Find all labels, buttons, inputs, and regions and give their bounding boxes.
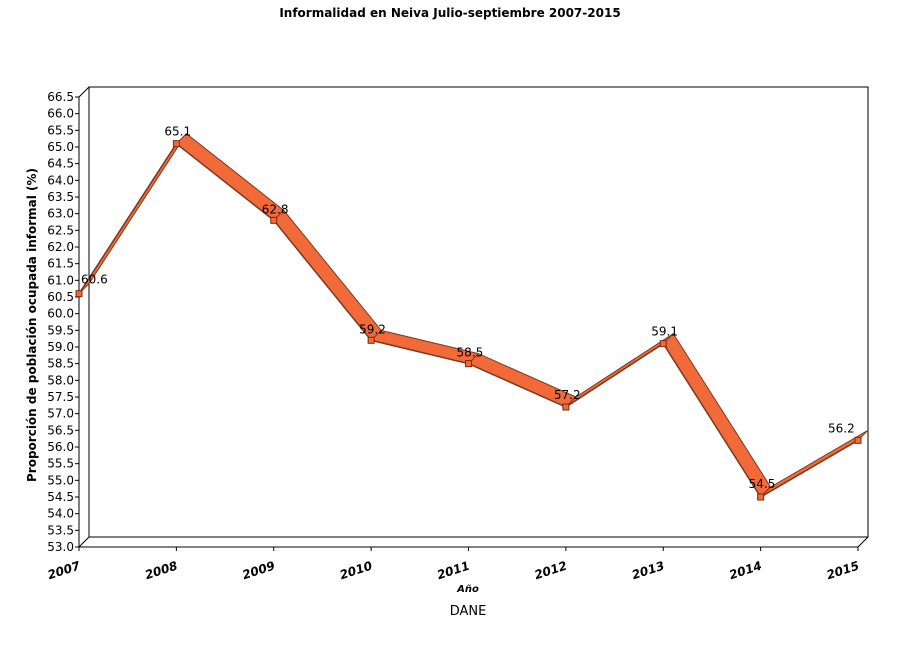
x-tick-label: 2007 <box>46 558 83 582</box>
data-point <box>659 340 667 348</box>
series-ribbon <box>78 133 869 499</box>
plot-background <box>79 87 868 547</box>
frame-edge <box>78 86 90 98</box>
y-tick-label: 63.0 <box>47 207 74 221</box>
data-label: 56.2 <box>828 421 855 435</box>
y-tick-label: 54.5 <box>47 490 74 504</box>
data-label: 54.5 <box>749 477 776 491</box>
y-tick-label: 62.5 <box>47 223 74 237</box>
x-tick-label: 2013 <box>630 559 666 583</box>
y-tick-label: 65.5 <box>47 123 74 137</box>
y-tick-label: 54.0 <box>47 507 74 521</box>
y-axis-ticks: 53.0 53.5 54.0 54.5 55.0 55.5 56.0 56.5 57.0 57.5… <box>47 90 79 554</box>
chart-title: Informalidad en Neiva Julio-septiembre 2… <box>279 6 620 20</box>
data-point <box>75 290 83 298</box>
y-tick-label: 66.5 <box>47 90 74 104</box>
x-tick-label: 2014 <box>727 559 763 583</box>
y-tick-label: 58.5 <box>47 357 74 371</box>
data-label: 65.1 <box>164 125 191 139</box>
x-tick-label: 2011 <box>435 559 471 583</box>
x-axis-title: Año <box>456 584 479 595</box>
y-tick-label: 61.5 <box>47 257 74 271</box>
y-tick-label: 53.0 <box>47 540 74 554</box>
data-point <box>562 403 570 411</box>
y-axis-title: Proporción de población ocupada informal… <box>25 168 39 482</box>
data-point <box>757 493 765 501</box>
data-label: 62.8 <box>262 202 289 216</box>
y-tick-label: 55.5 <box>47 457 74 471</box>
x-tick-label: 2015 <box>825 559 861 583</box>
data-label: 59.1 <box>651 325 678 339</box>
y-tick-label: 59.5 <box>47 323 74 337</box>
y-tick-label: 57.0 <box>47 407 74 421</box>
y-tick-label: 56.0 <box>47 440 74 454</box>
x-tick-label: 2010 <box>338 559 374 583</box>
data-labels: 60.6 65.1 62.8 59.2 58.5 57.2 59.1 54.5 56.2 <box>81 125 855 491</box>
data-markers <box>75 140 862 501</box>
y-tick-label: 60.5 <box>47 290 74 304</box>
y-tick-label: 62.0 <box>47 240 74 254</box>
y-tick-label: 59.0 <box>47 340 74 354</box>
y-tick-label: 58.0 <box>47 373 74 387</box>
y-tick-label: 64.0 <box>47 173 74 187</box>
data-point <box>367 336 375 344</box>
x-tick-label: 2008 <box>143 559 179 583</box>
back-wall <box>88 86 869 538</box>
y-tick-label: 63.5 <box>47 190 74 204</box>
y-tick-label: 66.0 <box>47 107 74 121</box>
y-tick-label: 57.5 <box>47 390 74 404</box>
x-tick-label: 2009 <box>241 559 277 583</box>
data-point <box>854 436 862 444</box>
data-label: 58.5 <box>457 346 484 360</box>
y-tick-label: 60.0 <box>47 307 74 321</box>
x-axis-ticks: 2007 2008 2009 2010 2011 2012 2013 2014 2015 <box>46 547 861 582</box>
data-point <box>270 216 278 224</box>
y-tick-label: 61.0 <box>47 273 74 287</box>
y-tick-label: 53.5 <box>47 523 74 537</box>
y-tick-label: 64.5 <box>47 157 74 171</box>
x-tick-label: 2012 <box>533 559 569 583</box>
data-point <box>172 140 180 148</box>
frame-edge <box>857 536 869 548</box>
y-tick-label: 65.0 <box>47 140 74 154</box>
source-label: DANE <box>450 604 487 619</box>
data-label: 57.2 <box>554 388 581 402</box>
y-tick-label: 55.0 <box>47 473 74 487</box>
y-tick-label: 56.5 <box>47 423 74 437</box>
data-point <box>465 360 472 368</box>
data-label: 59.2 <box>359 322 386 336</box>
data-label: 60.6 <box>81 273 108 287</box>
frame-edge <box>78 536 90 548</box>
